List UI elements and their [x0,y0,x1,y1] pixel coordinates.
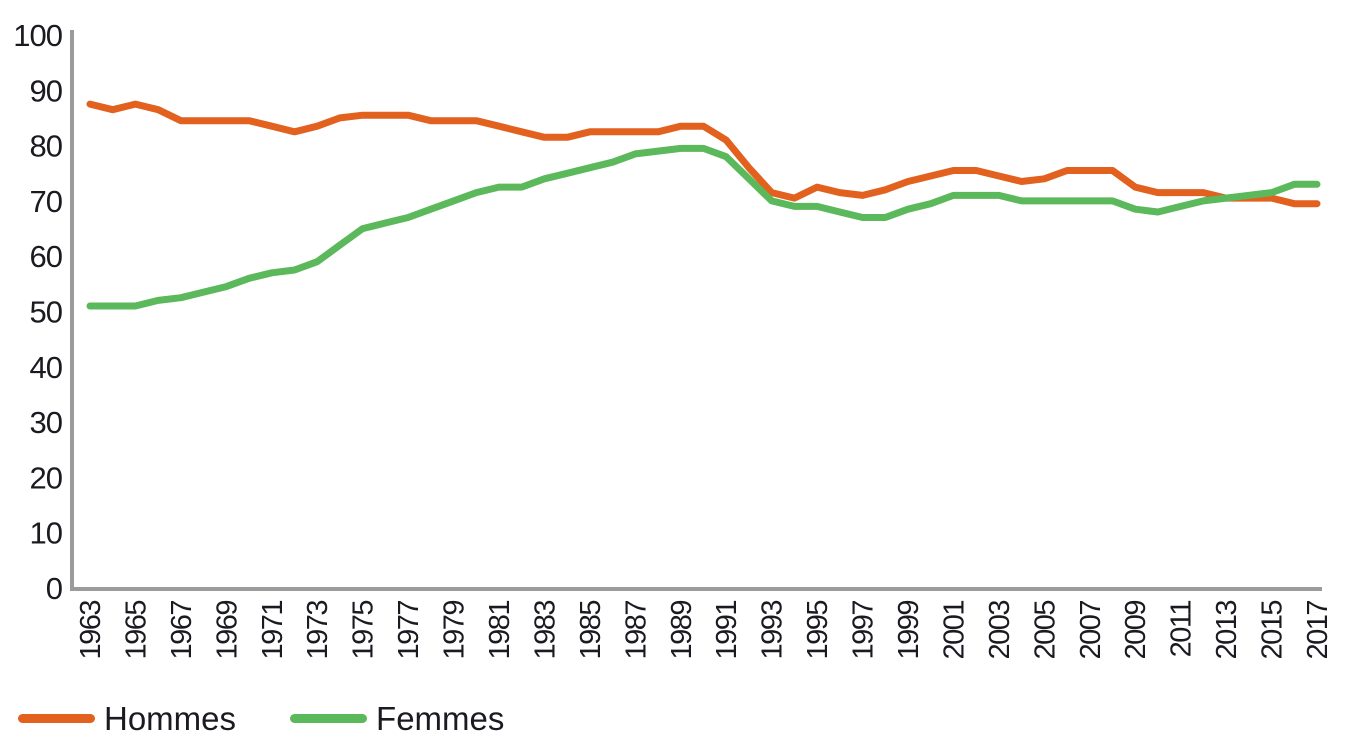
x-tick-label: 2009 [1120,601,1152,660]
femmes-line-swatch [290,714,368,723]
y-tick-label: 60 [30,239,63,274]
line-chart: 0 10 20 30 40 50 60 70 80 90 100 1963 1965 1967 1969 19… [13,18,1334,660]
x-tick-label: 2013 [1211,601,1243,660]
x-tick-label: 1975 [348,601,380,660]
x-tick-label: 1991 [711,601,743,660]
x-tick-label: 1983 [529,601,561,660]
x-tick-label: 1973 [302,601,334,660]
x-tick-label: 1997 [848,601,880,660]
legend: Hommes Femmes [18,702,504,735]
x-tick-label: 1967 [166,601,198,660]
x-tick-label: 1971 [257,601,289,660]
x-tick-label: 2005 [1029,601,1061,660]
x-tick-label: 1985 [575,601,607,660]
x-tick-label: 1979 [439,601,471,660]
x-tick-label: 1987 [620,601,652,660]
hommes-line-swatch [18,714,95,723]
legend-label-hommes: Hommes [104,700,237,737]
x-tick-label: 2017 [1302,601,1334,660]
y-tick-label: 70 [30,184,63,219]
x-tick-label: 1999 [893,601,925,660]
y-tick-label: 100 [13,18,62,53]
x-tick-label: 1981 [484,601,516,660]
y-tick-label: 80 [30,129,63,164]
y-tick-label: 20 [30,460,63,495]
x-tick-label: 1963 [75,601,107,660]
x-tick-label: 2015 [1257,601,1289,660]
x-tick-label: 1993 [757,601,789,660]
x-tick-label: 2007 [1075,601,1107,660]
y-tick-label: 50 [30,295,63,330]
x-tick-label: 2001 [938,601,970,660]
x-tick-label: 1995 [802,601,834,660]
femmes-line [86,144,1321,310]
x-tick-label: 2011 [1166,601,1198,658]
legend-item-femmes: Femmes [290,702,504,735]
x-tick-label: 2003 [984,601,1016,660]
x-tick-label: 1969 [211,601,243,660]
legend-item-hommes: Hommes [18,702,236,735]
y-tick-label: 30 [30,405,63,440]
y-tick-label: 10 [30,516,63,551]
x-tick-label: 1965 [120,601,152,660]
hommes-line [86,100,1321,208]
x-tick-label: 1977 [393,601,425,660]
x-tick-label: 1989 [666,601,698,660]
y-tick-label: 90 [30,73,63,108]
y-tick-label: 40 [30,350,63,385]
y-tick-label: 0 [46,571,63,606]
legend-label-femmes: Femmes [376,700,505,737]
